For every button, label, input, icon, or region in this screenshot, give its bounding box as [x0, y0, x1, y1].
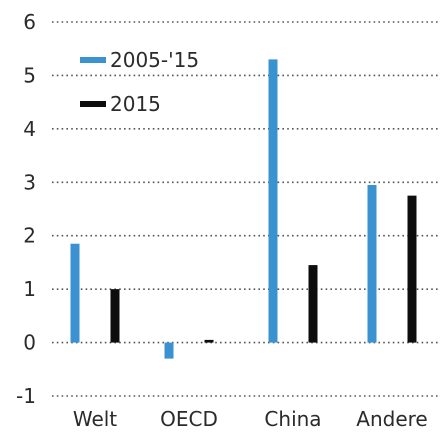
- bar-china-series-0: [268, 59, 278, 343]
- y-axis-ticks: -1 0 1 2 3 4 5 6: [16, 10, 36, 408]
- bar-welt-series-0: [70, 243, 80, 343]
- bar-oecd-series-1: [204, 339, 214, 343]
- x-tick-label-china: China: [264, 407, 321, 431]
- bar-china-series-1: [308, 265, 318, 343]
- x-axis-labels: Welt OECD China Andere: [73, 407, 428, 431]
- y-tick-label-1: 1: [23, 277, 36, 301]
- bar-andere-series-1: [407, 195, 417, 343]
- y-tick-label-2: 2: [23, 224, 36, 248]
- bar-oecd-series-0: [164, 342, 174, 359]
- y-tick-label-0: 0: [23, 331, 36, 355]
- bars: [70, 59, 417, 359]
- gridlines: [52, 21, 440, 397]
- y-tick-label-3: 3: [23, 170, 36, 194]
- legend: 2005-'15 2015: [80, 48, 199, 116]
- y-tick-label-6: 6: [23, 10, 36, 34]
- x-tick-label-welt: Welt: [73, 407, 117, 431]
- y-tick-label-5: 5: [23, 63, 36, 87]
- bar-welt-series-1: [110, 289, 120, 343]
- legend-label-2005-15: 2005-'15: [110, 48, 199, 72]
- y-tick-label-4: 4: [23, 117, 36, 141]
- x-tick-label-oecd: OECD: [160, 407, 218, 431]
- legend-label-2015: 2015: [110, 92, 161, 116]
- legend-swatch-2005-15: [80, 57, 106, 63]
- x-tick-label-andere: Andere: [356, 407, 427, 431]
- legend-swatch-2015: [80, 101, 106, 107]
- bar-andere-series-0: [367, 184, 377, 343]
- y-tick-label-minus1: -1: [16, 384, 36, 408]
